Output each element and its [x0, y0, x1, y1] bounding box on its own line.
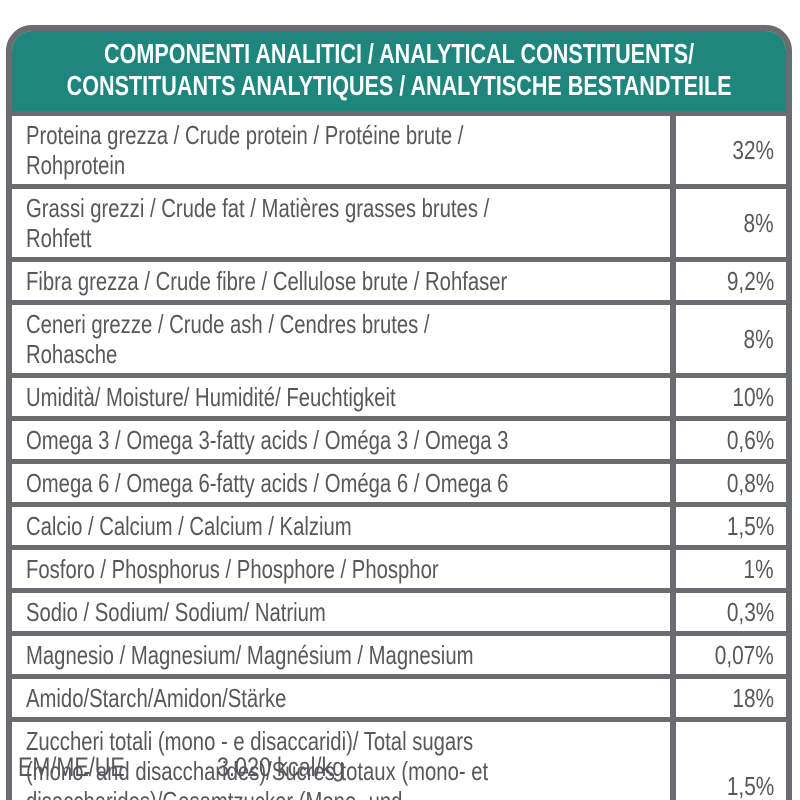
row-value-cell: 0,8% — [670, 464, 786, 502]
row-value-cell: 8% — [670, 305, 786, 373]
row-value: 0,3% — [726, 596, 774, 627]
row-label-cell: Fosforo / Phosphorus / Phosphore / Phosp… — [12, 550, 670, 588]
table-row: Proteina grezza / Crude protein / Protéi… — [12, 111, 786, 184]
table-row: Grassi grezzi / Crude fat / Matières gra… — [12, 184, 786, 257]
row-value: 9,2% — [726, 265, 774, 296]
table-row: Amido/Starch/Amidon/Stärke 18% — [12, 674, 786, 717]
row-label: Ceneri grezze / Crude ash / Cendres brut… — [26, 309, 430, 369]
energy-label: EM/ME/UE — [18, 752, 125, 782]
table-row: Omega 3 / Omega 3-fatty acids / Oméga 3 … — [12, 416, 786, 459]
analytical-constituents-table: COMPONENTI ANALITICI / ANALYTICAL CONSTI… — [6, 25, 792, 800]
row-label: Proteina grezza / Crude protein / Protéi… — [26, 120, 464, 180]
table-row: Fibra grezza / Crude fibre / Cellulose b… — [12, 257, 786, 300]
row-label: Omega 3 / Omega 3-fatty acids / Oméga 3 … — [26, 425, 509, 455]
row-value-cell: 1% — [670, 550, 786, 588]
row-value: 10% — [732, 381, 774, 412]
table-row: Fosforo / Phosphorus / Phosphore / Phosp… — [12, 545, 786, 588]
row-label: Magnesio / Magnesium/ Magnésium / Magnes… — [26, 640, 474, 670]
table-row: Zuccheri totali (mono - e disaccaridi)/ … — [12, 717, 786, 800]
row-label: Zuccheri totali (mono - e disaccaridi)/ … — [26, 726, 489, 800]
row-value-cell: 18% — [670, 679, 786, 717]
row-value: 0,8% — [726, 467, 774, 498]
row-label-cell: Proteina grezza / Crude protein / Protéi… — [12, 116, 670, 184]
table-header: COMPONENTI ANALITICI / ANALYTICAL CONSTI… — [12, 31, 786, 111]
row-label-cell: Omega 6 / Omega 6-fatty acids / Oméga 6 … — [12, 464, 670, 502]
row-label-cell: Amido/Starch/Amidon/Stärke — [12, 679, 670, 717]
table-row: Sodio / Sodium/ Sodium/ Natrium 0,3% — [12, 588, 786, 631]
row-label: Omega 6 / Omega 6-fatty acids / Oméga 6 … — [26, 468, 509, 498]
row-value-cell: 0,6% — [670, 421, 786, 459]
table-header-line1: COMPONENTI ANALITICI / ANALYTICAL CONSTI… — [103, 38, 695, 69]
row-value-cell: 1,5% — [670, 722, 786, 800]
table-row: Omega 6 / Omega 6-fatty acids / Oméga 6 … — [12, 459, 786, 502]
row-value: 18% — [732, 682, 774, 713]
energy-row: EM/ME/UE 3.020 kcal/kg — [18, 752, 618, 792]
table-body: Proteina grezza / Crude protein / Protéi… — [12, 111, 786, 800]
row-label-cell: Magnesio / Magnesium/ Magnésium / Magnes… — [12, 636, 670, 674]
row-label-cell: Ceneri grezze / Crude ash / Cendres brut… — [12, 305, 670, 373]
row-label-cell: Umidità/ Moisture/ Humidité/ Feuchtigkei… — [12, 378, 670, 416]
row-value-cell: 10% — [670, 378, 786, 416]
row-label-cell: Grassi grezzi / Crude fat / Matières gra… — [12, 189, 670, 257]
row-label: Amido/Starch/Amidon/Stärke — [26, 683, 287, 713]
row-value: 0,07% — [715, 639, 774, 670]
row-label-cell: Sodio / Sodium/ Sodium/ Natrium — [12, 593, 670, 631]
row-label-cell: Zuccheri totali (mono - e disaccaridi)/ … — [12, 722, 670, 800]
row-value-cell: 8% — [670, 189, 786, 257]
row-label: Umidità/ Moisture/ Humidité/ Feuchtigkei… — [26, 382, 396, 412]
row-value: 1,5% — [726, 510, 774, 541]
table-row: Magnesio / Magnesium/ Magnésium / Magnes… — [12, 631, 786, 674]
row-value-cell: 9,2% — [670, 262, 786, 300]
row-label-cell: Fibra grezza / Crude fibre / Cellulose b… — [12, 262, 670, 300]
row-value-cell: 0,3% — [670, 593, 786, 631]
energy-value: 3.020 kcal/kg — [217, 752, 345, 782]
row-label: Calcio / Calcium / Calcium / Kalzium — [26, 511, 352, 541]
row-value: 8% — [743, 323, 774, 354]
row-value-cell: 32% — [670, 116, 786, 184]
table-header-text: COMPONENTI ANALITICI / ANALYTICAL CONSTI… — [12, 38, 786, 102]
row-label: Grassi grezzi / Crude fat / Matières gra… — [26, 193, 490, 253]
row-value: 0,6% — [726, 424, 774, 455]
table-header-line2: CONSTITUANTS ANALYTIQUES / ANALYTISCHE B… — [66, 70, 732, 101]
table-row: Ceneri grezze / Crude ash / Cendres brut… — [12, 300, 786, 373]
table-row: Calcio / Calcium / Calcium / Kalzium 1,5… — [12, 502, 786, 545]
row-label-cell: Omega 3 / Omega 3-fatty acids / Oméga 3 … — [12, 421, 670, 459]
row-value-cell: 1,5% — [670, 507, 786, 545]
row-value: 32% — [732, 134, 774, 165]
row-label: Sodio / Sodium/ Sodium/ Natrium — [26, 597, 326, 627]
table-row: Umidità/ Moisture/ Humidité/ Feuchtigkei… — [12, 373, 786, 416]
row-label: Fibra grezza / Crude fibre / Cellulose b… — [26, 266, 508, 296]
row-label-cell: Calcio / Calcium / Calcium / Kalzium — [12, 507, 670, 545]
row-value: 8% — [743, 207, 774, 238]
row-value: 1,5% — [726, 770, 774, 800]
row-value: 1% — [743, 553, 774, 584]
row-value-cell: 0,07% — [670, 636, 786, 674]
row-label: Fosforo / Phosphorus / Phosphore / Phosp… — [26, 554, 439, 584]
